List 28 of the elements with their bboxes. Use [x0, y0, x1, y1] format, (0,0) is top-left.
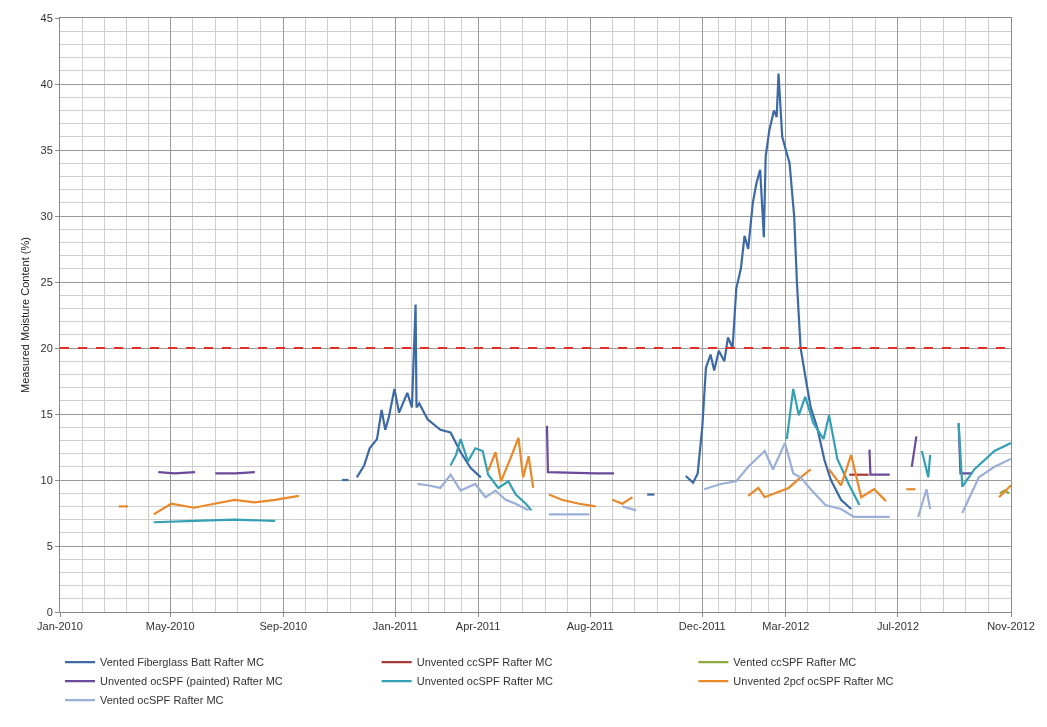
legend-label: Unvented ocSPF Rafter MC	[416, 675, 554, 688]
y-tick-label: 25	[40, 275, 53, 288]
y-tick-label: 5	[46, 539, 53, 552]
x-tick-label: Jan-2010	[37, 620, 83, 633]
legend-label: Vented ocSPF Rafter MC	[100, 694, 224, 707]
y-tick-label: 10	[40, 473, 53, 486]
x-tick-label: Jul-2012	[876, 620, 920, 633]
y-tick-label: 45	[40, 11, 53, 24]
legend-label: Unvented ocSPF (painted) Rafter MC	[100, 675, 283, 688]
y-axis-title: Measured Moisture Content (%)	[19, 237, 32, 393]
x-tick-label: Dec-2011	[678, 620, 726, 633]
x-tick-label: Sep-2010	[259, 620, 308, 633]
x-tick-label: Jan-2011	[372, 620, 418, 633]
x-tick-label: Apr-2011	[455, 620, 501, 633]
x-tick-label: Nov-2012	[987, 620, 1035, 633]
y-tick-label: 0	[46, 605, 53, 618]
legend-label: Unvented ccSPF Rafter MC	[416, 656, 553, 669]
x-tick-label: Aug-2011	[566, 620, 614, 633]
y-tick-label: 40	[40, 77, 53, 90]
y-tick-label: 30	[40, 209, 53, 222]
legend-label: Vented Fiberglass Batt Rafter MC	[100, 656, 264, 669]
x-tick-label: May-2010	[145, 620, 195, 633]
y-tick-label: 15	[40, 407, 53, 420]
y-tick-label: 20	[40, 341, 53, 354]
legend-label: Unvented 2pcf ocSPF Rafter MC	[733, 675, 894, 688]
y-tick-label: 35	[40, 143, 53, 156]
legend-label: Vented ccSPF Rafter MC	[733, 656, 857, 669]
x-tick-label: Mar-2012	[762, 620, 810, 633]
